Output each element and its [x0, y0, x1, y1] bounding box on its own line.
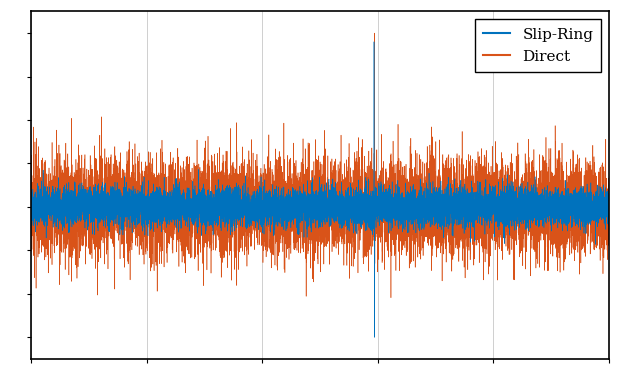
- Slip-Ring: [27, 198, 35, 203]
- Direct: [310, 203, 317, 207]
- Slip-Ring: [62, 192, 70, 197]
- Direct: [62, 209, 70, 214]
- Direct: [27, 200, 35, 204]
- Line: Slip-Ring: Slip-Ring: [31, 33, 609, 298]
- Direct: [140, 205, 148, 210]
- Direct: [30, 212, 37, 216]
- Slip-Ring: [388, 296, 395, 300]
- Slip-Ring: [30, 202, 37, 207]
- Slip-Ring: [605, 216, 612, 220]
- Direct: [605, 198, 612, 203]
- Slip-Ring: [310, 228, 317, 232]
- Slip-Ring: [52, 157, 59, 162]
- Direct: [371, 335, 378, 339]
- Direct: [370, 40, 378, 44]
- Slip-Ring: [140, 218, 148, 223]
- Slip-Ring: [371, 31, 378, 36]
- Slip-Ring: [574, 177, 582, 181]
- Legend: Slip-Ring, Direct: Slip-Ring, Direct: [475, 19, 601, 72]
- Direct: [52, 201, 59, 206]
- Line: Direct: Direct: [31, 42, 609, 337]
- Direct: [574, 190, 582, 194]
